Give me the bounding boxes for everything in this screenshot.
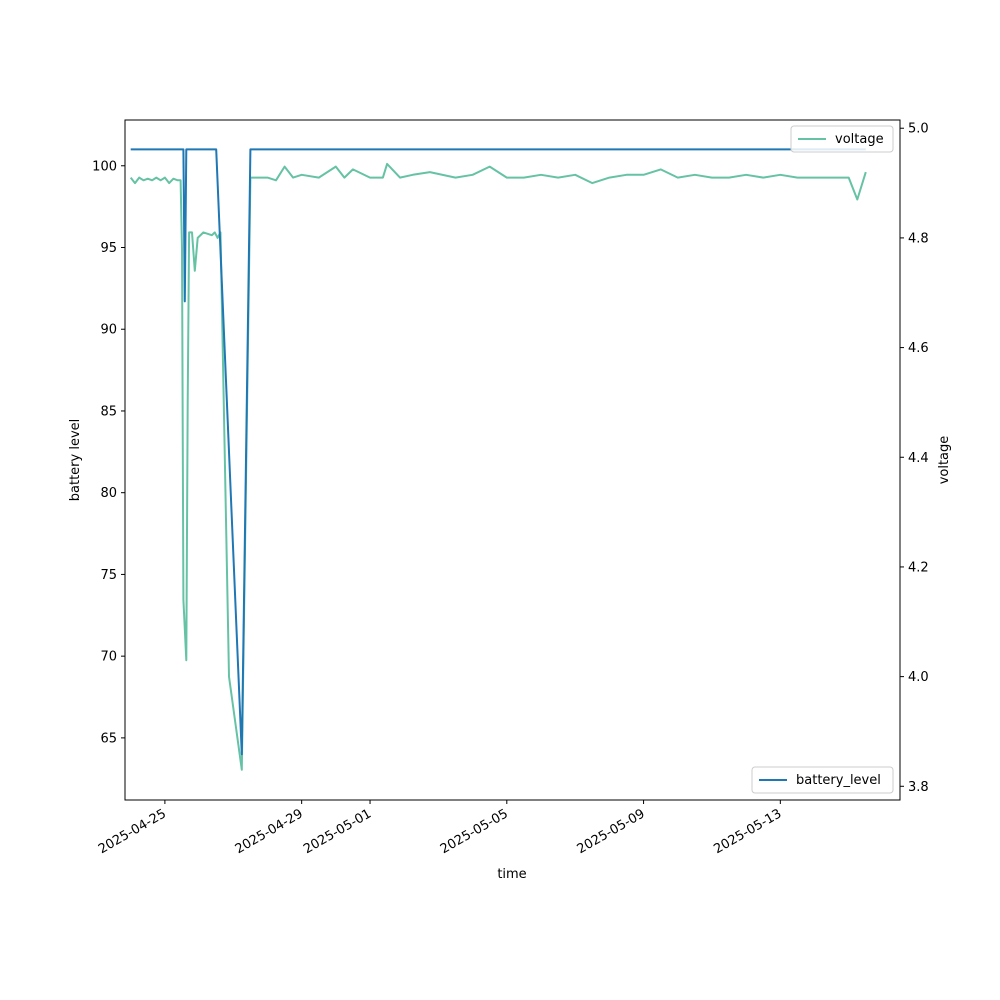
y-right-tick-label: 4.2 bbox=[908, 560, 929, 575]
y-right-tick-label: 4.0 bbox=[908, 670, 929, 685]
y-left-tick-label: 75 bbox=[100, 568, 117, 583]
y-right-tick-label: 4.6 bbox=[908, 341, 929, 356]
legend-battery: battery_level bbox=[751, 766, 894, 794]
y-right-tick-label: 4.4 bbox=[908, 451, 929, 466]
plot-frame bbox=[124, 119, 901, 801]
y-left-tick-label: 90 bbox=[100, 323, 117, 338]
y-left-tick-label: 85 bbox=[100, 404, 117, 419]
y-left-tick-label: 65 bbox=[100, 731, 117, 746]
legend-voltage-box bbox=[790, 125, 894, 153]
legend-battery-label: battery_level bbox=[796, 773, 881, 788]
y-left-tick-label: 70 bbox=[100, 650, 117, 665]
y-right-tick-label: 4.8 bbox=[908, 231, 929, 246]
series-line-voltage bbox=[129, 162, 867, 771]
y-left-tick-label: 95 bbox=[100, 241, 117, 256]
y-right-tick-label: 3.8 bbox=[908, 780, 929, 795]
x-axis-label: time bbox=[497, 867, 526, 882]
y-right-axis-label: voltage bbox=[937, 436, 952, 485]
series-line-battery-level bbox=[130, 148, 866, 756]
legend-voltage-label: voltage bbox=[835, 132, 884, 147]
plot-lines bbox=[129, 148, 867, 771]
legend-battery-box bbox=[751, 766, 894, 794]
y-left-tick-label: 80 bbox=[100, 486, 117, 501]
y-left-axis-ticks: 65 70 75 80 85 90 95 100 bbox=[92, 159, 125, 746]
y-right-tick-label: 5.0 bbox=[908, 122, 929, 137]
y-left-tick-label: 100 bbox=[92, 159, 117, 174]
legend-voltage: voltage bbox=[790, 125, 894, 153]
y-right-axis-ticks: 3.8 4.0 4.2 4.4 4.6 4.8 5.0 bbox=[900, 122, 929, 795]
y-left-axis-label: battery level bbox=[68, 419, 83, 502]
